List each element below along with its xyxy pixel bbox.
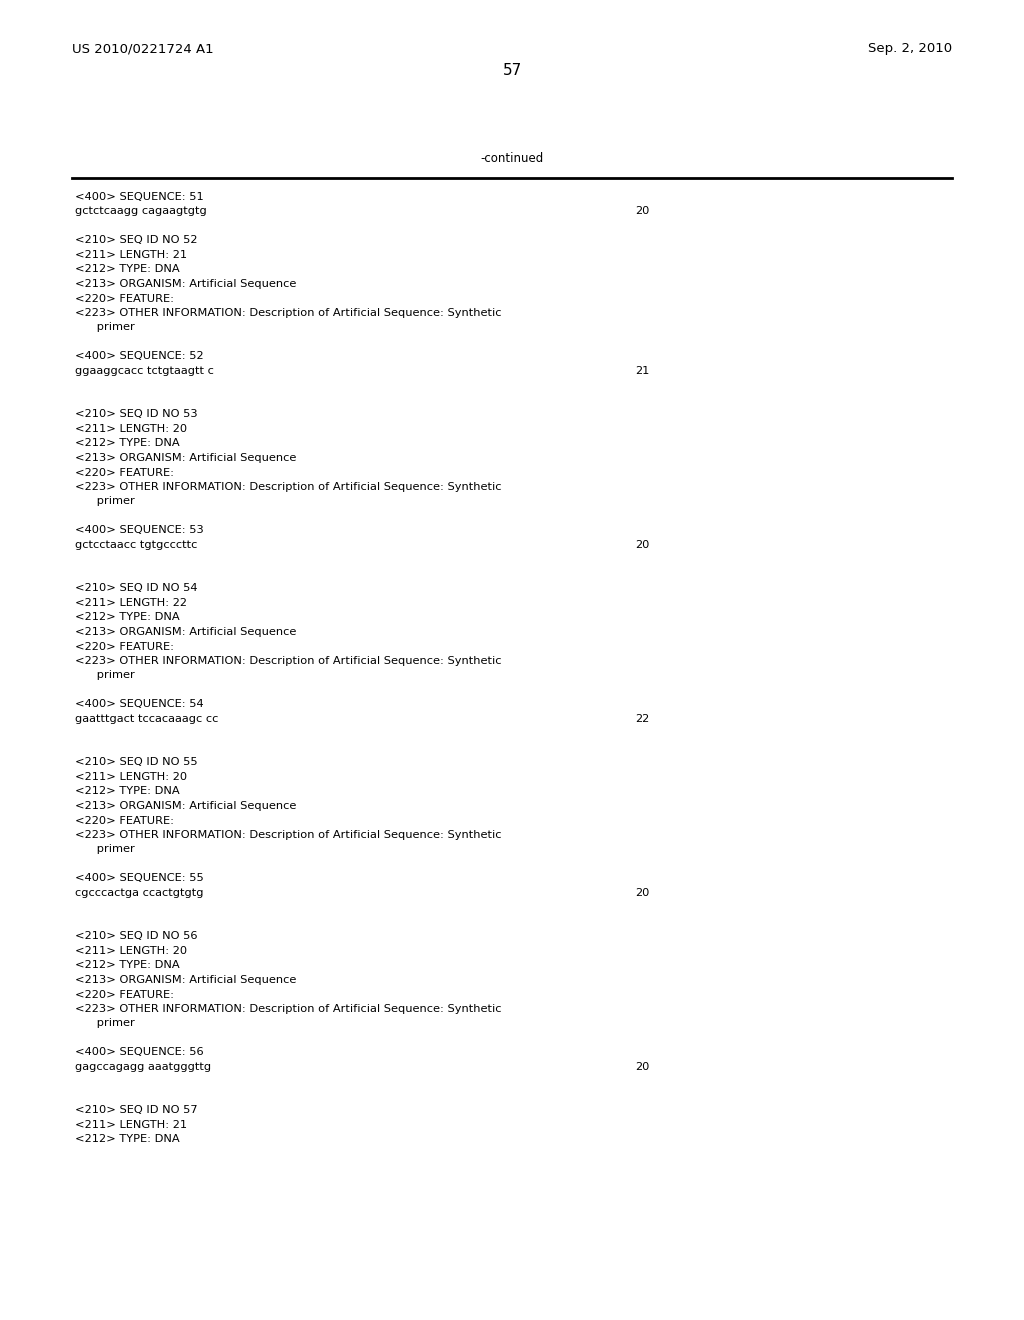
Text: <211> LENGTH: 20: <211> LENGTH: 20: [75, 772, 187, 781]
Text: 22: 22: [635, 714, 649, 723]
Text: <212> TYPE: DNA: <212> TYPE: DNA: [75, 961, 179, 970]
Text: gagccagagg aaatgggttg: gagccagagg aaatgggttg: [75, 1063, 211, 1072]
Text: <212> TYPE: DNA: <212> TYPE: DNA: [75, 787, 179, 796]
Text: primer: primer: [75, 322, 135, 333]
Text: <210> SEQ ID NO 56: <210> SEQ ID NO 56: [75, 932, 198, 941]
Text: <223> OTHER INFORMATION: Description of Artificial Sequence: Synthetic: <223> OTHER INFORMATION: Description of …: [75, 482, 502, 492]
Text: <220> FEATURE:: <220> FEATURE:: [75, 642, 174, 652]
Text: <210> SEQ ID NO 53: <210> SEQ ID NO 53: [75, 409, 198, 420]
Text: <213> ORGANISM: Artificial Sequence: <213> ORGANISM: Artificial Sequence: [75, 453, 296, 463]
Text: <210> SEQ ID NO 57: <210> SEQ ID NO 57: [75, 1106, 198, 1115]
Text: <400> SEQUENCE: 51: <400> SEQUENCE: 51: [75, 191, 204, 202]
Text: 20: 20: [635, 888, 649, 898]
Text: gaatttgact tccacaaagc cc: gaatttgact tccacaaagc cc: [75, 714, 218, 723]
Text: 57: 57: [503, 63, 521, 78]
Text: <211> LENGTH: 20: <211> LENGTH: 20: [75, 946, 187, 956]
Text: <220> FEATURE:: <220> FEATURE:: [75, 990, 174, 999]
Text: cgcccactga ccactgtgtg: cgcccactga ccactgtgtg: [75, 888, 204, 898]
Text: ggaaggcacc tctgtaagtt c: ggaaggcacc tctgtaagtt c: [75, 366, 214, 376]
Text: <220> FEATURE:: <220> FEATURE:: [75, 293, 174, 304]
Text: <213> ORGANISM: Artificial Sequence: <213> ORGANISM: Artificial Sequence: [75, 801, 296, 810]
Text: <213> ORGANISM: Artificial Sequence: <213> ORGANISM: Artificial Sequence: [75, 627, 296, 638]
Text: primer: primer: [75, 1019, 135, 1028]
Text: <211> LENGTH: 20: <211> LENGTH: 20: [75, 424, 187, 434]
Text: <212> TYPE: DNA: <212> TYPE: DNA: [75, 438, 179, 449]
Text: <223> OTHER INFORMATION: Description of Artificial Sequence: Synthetic: <223> OTHER INFORMATION: Description of …: [75, 308, 502, 318]
Text: <220> FEATURE:: <220> FEATURE:: [75, 467, 174, 478]
Text: <400> SEQUENCE: 52: <400> SEQUENCE: 52: [75, 351, 204, 362]
Text: US 2010/0221724 A1: US 2010/0221724 A1: [72, 42, 214, 55]
Text: <211> LENGTH: 21: <211> LENGTH: 21: [75, 249, 187, 260]
Text: <210> SEQ ID NO 54: <210> SEQ ID NO 54: [75, 583, 198, 594]
Text: <212> TYPE: DNA: <212> TYPE: DNA: [75, 264, 179, 275]
Text: gctctcaagg cagaagtgtg: gctctcaagg cagaagtgtg: [75, 206, 207, 216]
Text: <400> SEQUENCE: 53: <400> SEQUENCE: 53: [75, 525, 204, 536]
Text: 20: 20: [635, 206, 649, 216]
Text: gctcctaacc tgtgcccttc: gctcctaacc tgtgcccttc: [75, 540, 198, 550]
Text: <211> LENGTH: 21: <211> LENGTH: 21: [75, 1119, 187, 1130]
Text: <223> OTHER INFORMATION: Description of Artificial Sequence: Synthetic: <223> OTHER INFORMATION: Description of …: [75, 830, 502, 840]
Text: 20: 20: [635, 540, 649, 550]
Text: primer: primer: [75, 845, 135, 854]
Text: <400> SEQUENCE: 56: <400> SEQUENCE: 56: [75, 1048, 204, 1057]
Text: <213> ORGANISM: Artificial Sequence: <213> ORGANISM: Artificial Sequence: [75, 279, 296, 289]
Text: <400> SEQUENCE: 54: <400> SEQUENCE: 54: [75, 700, 204, 710]
Text: -continued: -continued: [480, 152, 544, 165]
Text: <212> TYPE: DNA: <212> TYPE: DNA: [75, 1134, 179, 1144]
Text: <213> ORGANISM: Artificial Sequence: <213> ORGANISM: Artificial Sequence: [75, 975, 296, 985]
Text: <211> LENGTH: 22: <211> LENGTH: 22: [75, 598, 187, 609]
Text: 20: 20: [635, 1063, 649, 1072]
Text: <210> SEQ ID NO 55: <210> SEQ ID NO 55: [75, 758, 198, 767]
Text: <212> TYPE: DNA: <212> TYPE: DNA: [75, 612, 179, 623]
Text: primer: primer: [75, 496, 135, 507]
Text: <210> SEQ ID NO 52: <210> SEQ ID NO 52: [75, 235, 198, 246]
Text: 21: 21: [635, 366, 649, 376]
Text: <223> OTHER INFORMATION: Description of Artificial Sequence: Synthetic: <223> OTHER INFORMATION: Description of …: [75, 656, 502, 667]
Text: primer: primer: [75, 671, 135, 681]
Text: <220> FEATURE:: <220> FEATURE:: [75, 816, 174, 825]
Text: Sep. 2, 2010: Sep. 2, 2010: [868, 42, 952, 55]
Text: <223> OTHER INFORMATION: Description of Artificial Sequence: Synthetic: <223> OTHER INFORMATION: Description of …: [75, 1005, 502, 1014]
Text: <400> SEQUENCE: 55: <400> SEQUENCE: 55: [75, 874, 204, 883]
